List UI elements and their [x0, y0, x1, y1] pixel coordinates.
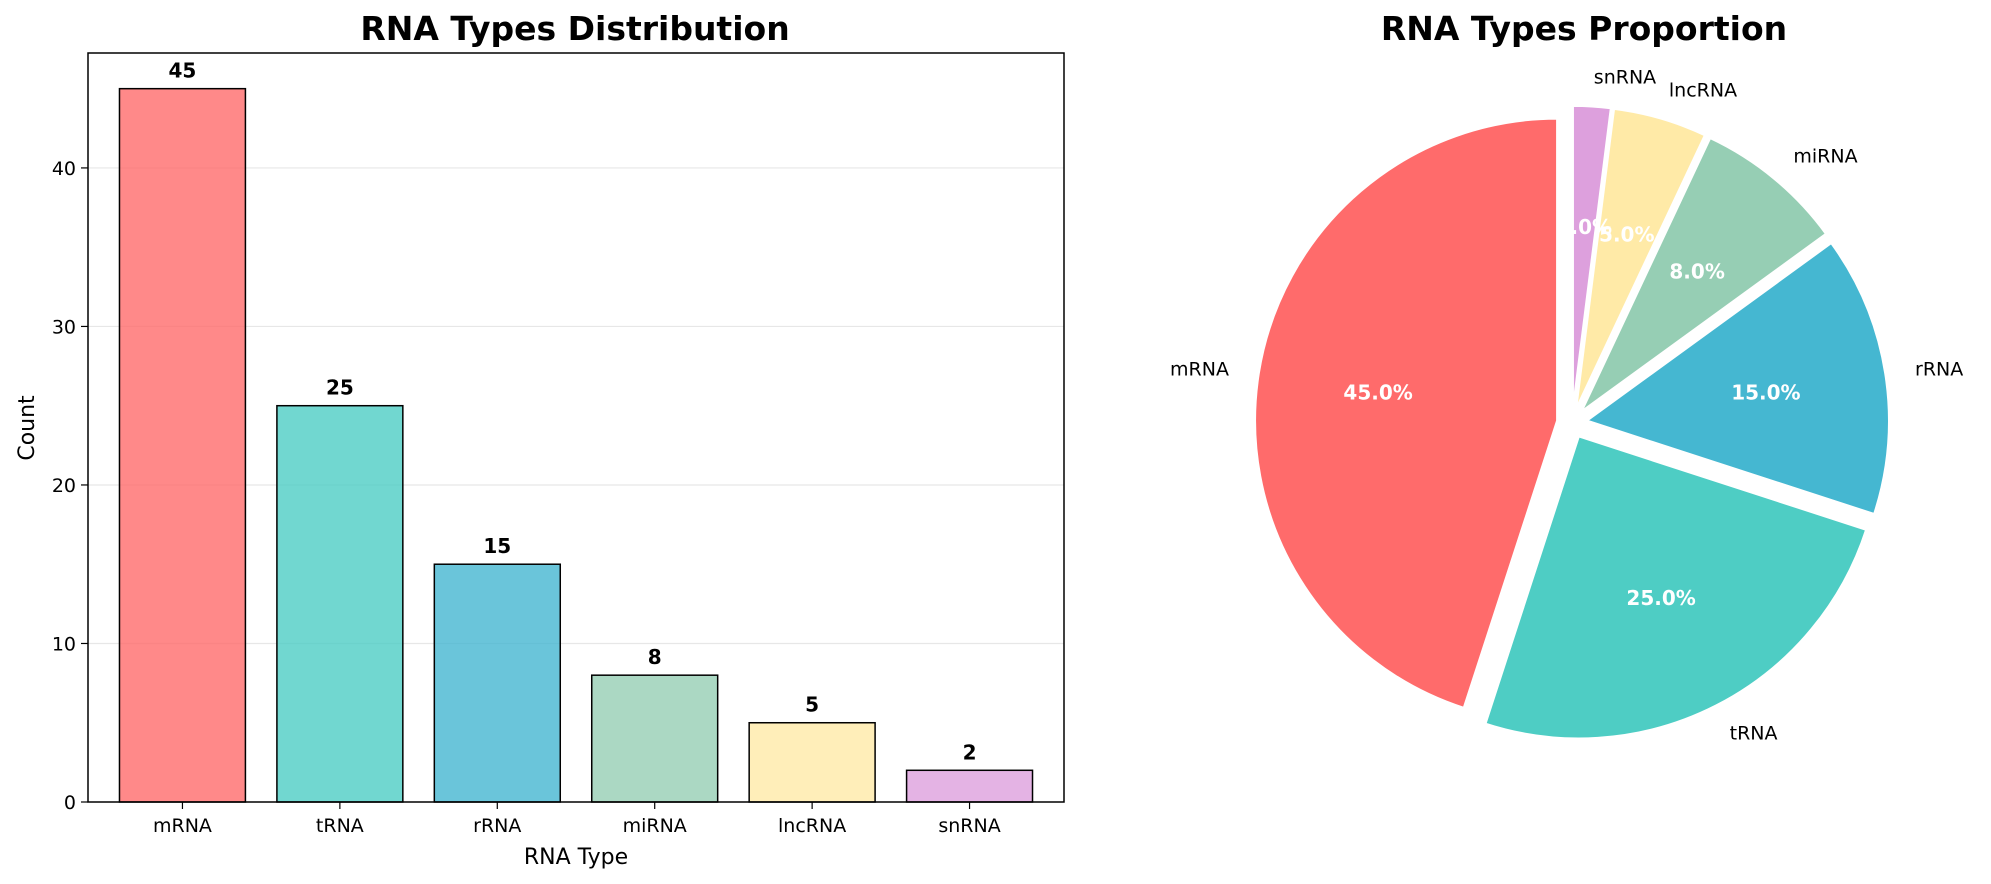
bar-value-label-mrna: 45	[169, 59, 197, 83]
pie-wedge-mrna	[1254, 117, 1559, 710]
bar-lncrna	[748, 721, 876, 803]
bar-value-label-mirna: 8	[648, 645, 662, 669]
pie-wedge-rrna	[1584, 241, 1890, 516]
pie-percent-mirna: 8.0%	[1669, 260, 1724, 284]
pie-chart-title: RNA Types Proportion	[1381, 9, 1787, 48]
bar-axes-frame	[87, 52, 1065, 803]
bar-ytick-label-30: 30	[52, 316, 76, 338]
pie-percent-lncrna: 5.0%	[1599, 222, 1654, 246]
bar-value-label-snrna: 2	[963, 740, 977, 764]
bar-ytick-label-0: 0	[64, 792, 76, 814]
pie-label-mirna: miRNA	[1793, 145, 1857, 167]
pie-chart: RNA Types Proportion 45.0% 25.0% 15.0% 8.0%…	[1170, 9, 1963, 744]
bar-gridlines	[88, 167, 1064, 645]
pie-wedge-trna	[1484, 435, 1868, 740]
pie-percent-rrna: 15.0%	[1731, 380, 1800, 404]
bar-value-label-rrna: 15	[483, 534, 511, 558]
bar-trna	[276, 404, 404, 803]
bar-value-labels: 45 25 15 8 5 2	[169, 59, 977, 765]
bar-x-ticks: mRNA tRNA rRNA miRNA lncRNA snRNA	[153, 802, 1001, 837]
bar-mirna	[590, 674, 719, 803]
bar-x-axis-label: RNA Type	[524, 845, 628, 870]
bar-mrna	[118, 87, 247, 803]
bar-xtick-label-snrna: snRNA	[938, 815, 1000, 837]
bar-xtick-label-trna: tRNA	[316, 815, 364, 837]
bar-chart-title: RNA Types Distribution	[360, 9, 789, 48]
bar-value-label-trna: 25	[326, 376, 354, 400]
bar-rrna	[433, 563, 562, 803]
pie-percent-trna: 25.0%	[1626, 586, 1695, 610]
bar-y-ticks: 0 10 20 30 40	[52, 158, 88, 814]
bar-snrna	[905, 769, 1034, 803]
bar-y-axis-label: Count	[15, 395, 40, 461]
pie-label-lncrna: lncRNA	[1669, 79, 1737, 101]
bar-value-label-lncrna: 5	[805, 693, 819, 717]
pie-label-snrna: snRNA	[1594, 66, 1656, 88]
pie-wedge-lncrna	[1575, 107, 1707, 409]
pie-label-trna: tRNA	[1730, 722, 1778, 744]
bar-xtick-label-mrna: mRNA	[153, 815, 212, 837]
bar-chart: RNA Types Distribution 45 25 15 8 5 2 0 10 20 30…	[15, 9, 1065, 870]
pie-category-labels: mRNA tRNA rRNA miRNA lncRNA snRNA	[1170, 66, 1963, 744]
pie-label-mrna: mRNA	[1170, 359, 1229, 381]
bar-ytick-label-20: 20	[52, 475, 76, 497]
bar-ytick-label-10: 10	[52, 633, 76, 655]
bar-xtick-label-lncrna: lncRNA	[778, 815, 846, 837]
pie-wedges	[1254, 104, 1890, 740]
bar-ytick-label-40: 40	[52, 158, 76, 180]
bar-xtick-label-rrna: rRNA	[473, 815, 521, 837]
pie-percent-snrna: 2.0%	[1557, 215, 1612, 239]
pie-label-rrna: rRNA	[1915, 359, 1963, 381]
pie-percent-mrna: 45.0%	[1343, 380, 1412, 404]
bar-xtick-label-mirna: miRNA	[623, 815, 687, 837]
pie-wedge-mirna	[1580, 136, 1828, 413]
pie-percent-labels: 45.0% 25.0% 15.0% 8.0% 5.0%2.0%	[1343, 215, 1800, 610]
pie-wedge-snrna	[1571, 104, 1612, 409]
